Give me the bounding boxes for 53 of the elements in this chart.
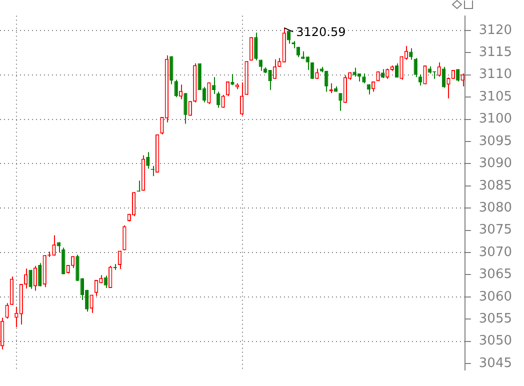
candlestick bbox=[386, 68, 390, 80]
y-tick-label: 3055 bbox=[478, 312, 512, 326]
candlestick bbox=[122, 224, 126, 251]
y-tick-label: 3085 bbox=[478, 178, 512, 194]
candlestick bbox=[94, 280, 98, 297]
y-tick-label: 3080 bbox=[478, 200, 512, 216]
candlestick bbox=[460, 73, 464, 87]
y-tick-label: 3045 bbox=[478, 356, 512, 371]
candlestick bbox=[33, 265, 38, 292]
candlestick bbox=[28, 269, 32, 290]
candlestick bbox=[230, 73, 234, 86]
y-tick-label: 3050 bbox=[478, 334, 512, 349]
y-tick-label: 3105 bbox=[478, 89, 512, 104]
candlestick bbox=[108, 265, 112, 289]
candlestick bbox=[5, 302, 9, 320]
candlestick bbox=[394, 62, 399, 78]
candlestick bbox=[240, 82, 244, 116]
candlestick bbox=[272, 58, 277, 80]
candlestick bbox=[442, 66, 446, 88]
candlestick bbox=[324, 70, 328, 92]
y-tick-label: 3090 bbox=[478, 156, 512, 172]
candlestick bbox=[254, 32, 258, 61]
candlestick bbox=[437, 62, 441, 78]
y-tick-label: 3115 bbox=[478, 45, 512, 60]
y-tick-label: 3100 bbox=[478, 112, 512, 127]
candlestick bbox=[170, 56, 174, 85]
candlestick bbox=[221, 94, 225, 108]
candlestick bbox=[423, 65, 427, 85]
candlestick bbox=[174, 79, 178, 98]
candlestick bbox=[226, 81, 230, 97]
y-tick-label: 3070 bbox=[478, 244, 512, 260]
y-tick-label: 3110 bbox=[478, 67, 512, 82]
annotation: 3120.59 bbox=[296, 24, 346, 39]
candlestick bbox=[62, 247, 66, 275]
candlestick bbox=[207, 82, 211, 105]
candlestick bbox=[146, 152, 150, 170]
y-tick-label: 3120 bbox=[478, 22, 512, 38]
candlestick bbox=[132, 192, 136, 217]
candlestick bbox=[418, 74, 422, 86]
y-tick-label: 3065 bbox=[478, 267, 512, 282]
candlestick bbox=[362, 73, 366, 84]
y-tick-label: 3095 bbox=[478, 134, 512, 149]
candlestick bbox=[90, 294, 94, 314]
candlestick bbox=[184, 92, 188, 124]
candlestick bbox=[104, 275, 108, 289]
candlestick bbox=[343, 74, 347, 104]
y-tick-label: 3075 bbox=[478, 222, 512, 238]
candlestick bbox=[38, 262, 42, 287]
candlestick bbox=[118, 250, 122, 270]
y-tick-label: 3060 bbox=[478, 289, 512, 304]
candlestick bbox=[414, 57, 418, 78]
candlestick bbox=[212, 76, 216, 94]
candlestick bbox=[338, 92, 342, 112]
